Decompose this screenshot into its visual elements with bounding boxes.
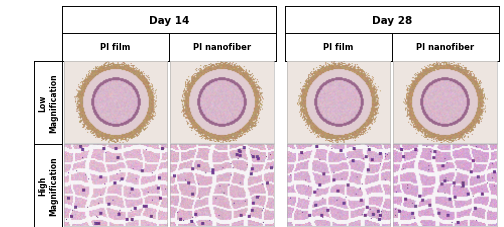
Text: Low
Magnification: Low Magnification: [38, 73, 58, 132]
Text: High
Magnification: High Magnification: [38, 156, 58, 215]
Text: Day 14: Day 14: [149, 15, 189, 25]
Text: PI film: PI film: [323, 43, 354, 52]
Text: PI film: PI film: [100, 43, 131, 52]
Text: Day 28: Day 28: [372, 15, 412, 25]
Text: PI nanofiber: PI nanofiber: [194, 43, 251, 52]
Text: PI nanofiber: PI nanofiber: [416, 43, 475, 52]
